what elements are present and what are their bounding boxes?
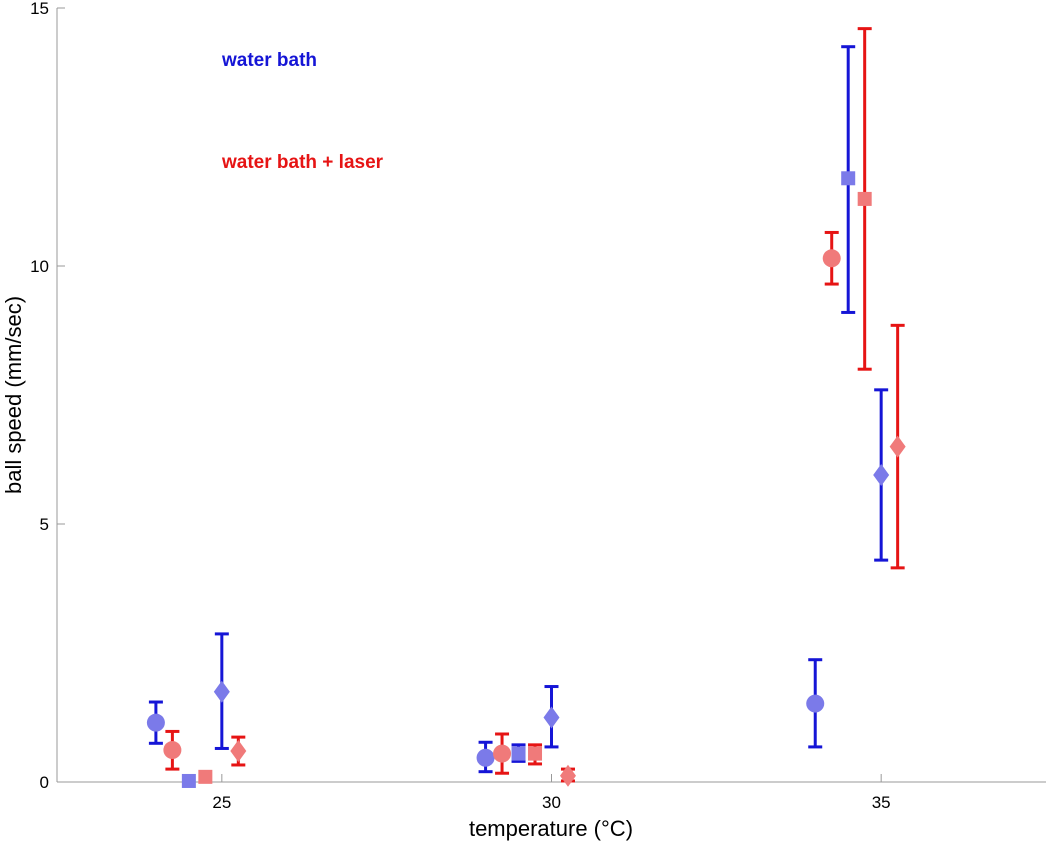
y-tick-label: 5 bbox=[40, 515, 49, 534]
y-tick-label: 15 bbox=[30, 0, 49, 18]
data-point-water-bath-square bbox=[841, 171, 856, 186]
data-markers bbox=[146, 171, 906, 788]
data-point-water-bath-diamond bbox=[213, 680, 230, 703]
data-point-water-bath-diamond bbox=[873, 463, 890, 486]
data-point-water-bath-circle bbox=[806, 694, 825, 713]
data-point-water-bath-laser-circle bbox=[493, 744, 512, 763]
y-tick-label: 0 bbox=[40, 773, 49, 792]
x-tick-label: 35 bbox=[872, 793, 891, 812]
data-point-water-bath-laser-circle bbox=[822, 249, 841, 268]
data-point-water-bath-laser-square bbox=[198, 769, 213, 784]
data-point-water-bath-laser-diamond bbox=[889, 435, 906, 458]
x-tick-label: 25 bbox=[212, 793, 231, 812]
data-point-water-bath-laser-circle bbox=[163, 741, 182, 760]
x-axis-label: temperature (°C) bbox=[469, 816, 633, 841]
data-point-water-bath-laser-square bbox=[528, 746, 543, 761]
data-point-water-bath-square bbox=[181, 773, 196, 788]
x-tick-label: 30 bbox=[542, 793, 561, 812]
legend-entry-water-bath: water bath bbox=[221, 50, 317, 71]
y-axis-label: ball speed (mm/sec) bbox=[1, 296, 26, 494]
error-bars bbox=[148, 27, 905, 783]
data-point-water-bath-laser-diamond bbox=[559, 764, 576, 787]
data-point-water-bath-square bbox=[511, 746, 526, 761]
y-tick-label: 10 bbox=[30, 257, 49, 276]
data-point-water-bath-diamond bbox=[543, 706, 560, 729]
data-point-water-bath-laser-diamond bbox=[230, 740, 247, 763]
data-point-water-bath-circle bbox=[476, 748, 495, 767]
data-point-water-bath-laser-square bbox=[857, 191, 872, 206]
data-point-water-bath-circle bbox=[146, 713, 165, 732]
legend-entry-water-bath-laser: water bath + laser bbox=[221, 152, 384, 173]
axis-ticks: 25 30 35 0 5 10 15 bbox=[30, 0, 891, 812]
